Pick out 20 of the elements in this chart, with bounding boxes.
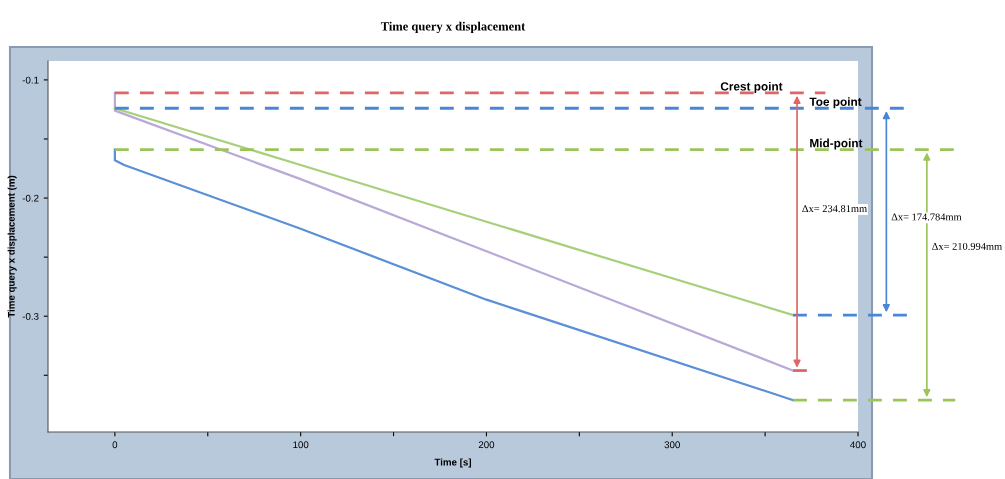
x-tick-label: 400 bbox=[850, 441, 866, 449]
x-tick-label: 200 bbox=[478, 441, 495, 449]
line-series bbox=[113, 91, 795, 372]
x-axis-title: Time [s] bbox=[434, 458, 472, 468]
x-tick-label: 0 bbox=[112, 441, 118, 449]
y-tick-label: -0.3 bbox=[22, 312, 39, 320]
line-series bbox=[113, 148, 795, 402]
y-axis-title: Time query x displacement (m) bbox=[7, 175, 17, 318]
ref-line-label: Toe point bbox=[809, 97, 862, 109]
annotation: Δx= 234.81mm bbox=[802, 205, 867, 213]
chart-title: Time query x displacement bbox=[380, 21, 526, 34]
ref-line-label: Crest point bbox=[720, 81, 783, 93]
x-tick-label: 100 bbox=[293, 441, 309, 449]
x-tick-label: 300 bbox=[664, 441, 680, 449]
text: Δx= 210.994mm bbox=[932, 242, 1002, 250]
y-tick-label: -0.1 bbox=[22, 76, 39, 84]
ref-line-label: Mid-point bbox=[810, 138, 863, 150]
line-series bbox=[113, 107, 795, 317]
y-tick-label: -0.2 bbox=[22, 194, 39, 202]
text: Δx= 174.784mm bbox=[891, 213, 962, 221]
